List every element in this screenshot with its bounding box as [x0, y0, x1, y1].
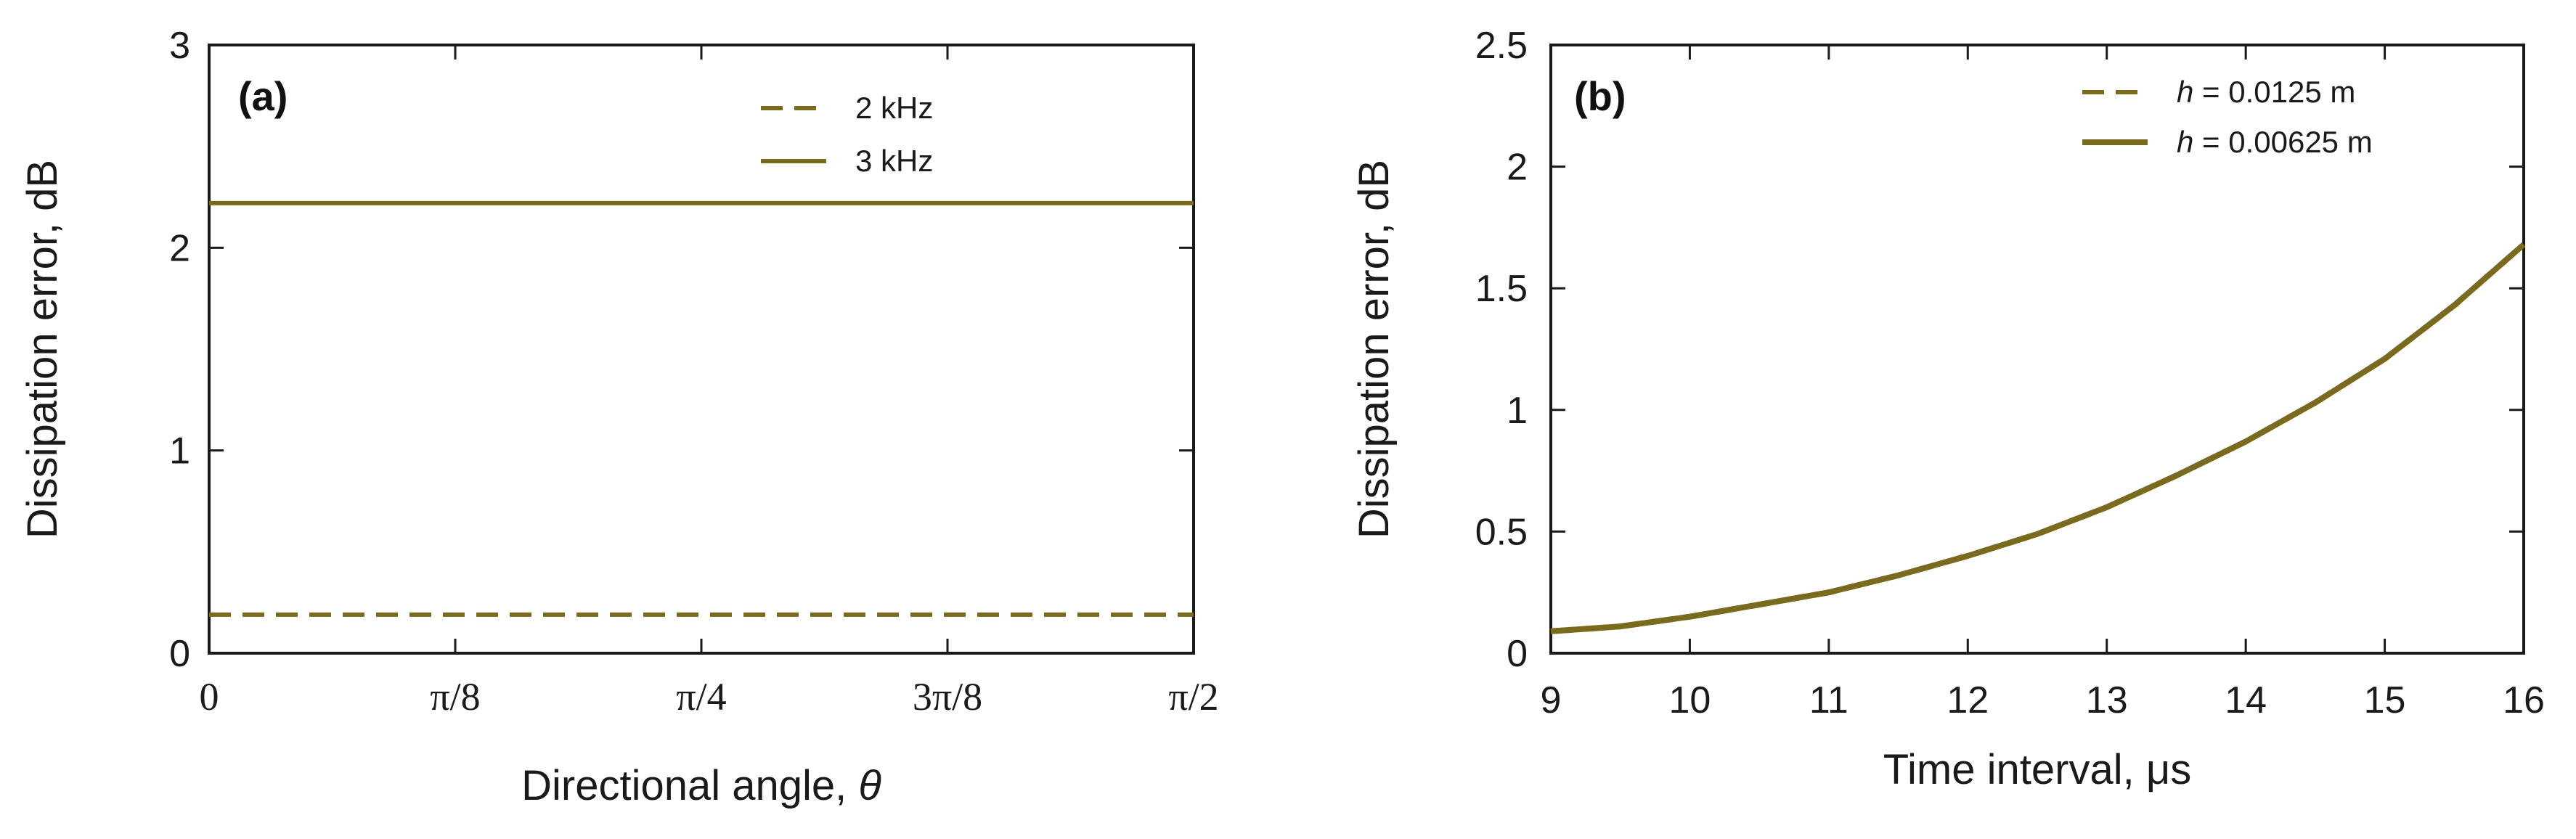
chart-a-panel-label: (a): [238, 73, 288, 119]
chart-b-x-axis-label: Time interval, μs: [1883, 746, 2191, 793]
chart-b-x-ticks: 9 10 11 12 13 14 15 16: [1541, 45, 2545, 721]
chart-b-panel-label: (b): [1574, 73, 1626, 119]
chart-b-y-tick-label: 1.5: [1475, 268, 1528, 310]
chart-a-x-tick-label: π/8: [430, 675, 480, 719]
chart-a-x-tick-label: 3π/8: [913, 675, 982, 719]
chart-a-y-tick-label: 3: [169, 25, 190, 67]
chart-a-y-tick-label: 0: [169, 633, 190, 675]
chart-b-x-tick-label: 11: [1809, 679, 1849, 721]
chart-a-y-tick-label: 1: [169, 430, 190, 472]
chart-a-frame: [208, 44, 1195, 655]
chart-b-x-tick-label: 13: [2086, 679, 2128, 721]
chart-a-y-axis-label: Dissipation error, dB: [19, 160, 66, 539]
chart-b-y-tick-label: 2.5: [1475, 25, 1528, 67]
chart-b-y-axis-label: Dissipation error, dB: [1350, 160, 1398, 539]
chart-b-series-line-1: [1550, 242, 2526, 634]
chart-a-legend: 2 kHz 3 kHz: [761, 91, 933, 178]
chart-a-x-tick-label: π/2: [1168, 675, 1218, 719]
chart-b-y-tick-label: 2: [1507, 147, 1528, 189]
chart-b-legend-label-h-0.0125: h = 0.0125 m: [2177, 75, 2355, 109]
chart-b-series: [1550, 242, 2526, 634]
chart-a: 0 1 2 3 0 π/8 π/4 3π/8 π/2 (a) 2 kHz 3 kHz Diss…: [19, 25, 1219, 809]
chart-b-x-tick-label: 15: [2364, 679, 2406, 721]
chart-b-y-tick-label: 0.5: [1475, 511, 1528, 553]
chart-b-frame: [1549, 44, 2525, 655]
chart-a-legend-label-2khz: 2 kHz: [855, 91, 933, 125]
chart-b-x-tick-label: 14: [2225, 679, 2267, 721]
chart-a-x-ticks: 0 π/8 π/4 3π/8 π/2: [200, 45, 1219, 719]
chart-b-series-line-0: [1550, 242, 2526, 634]
chart-a-x-axis-label: Directional angle, θ: [521, 762, 881, 809]
chart-b: 0 0.5 1 1.5 2 2.5 9 10 11 12 13 14 15 16 (b) h = 0.0…: [1350, 25, 2545, 793]
chart-b-legend: h = 0.0125 m h = 0.00625 m: [2082, 75, 2373, 159]
chart-a-series: [209, 200, 1194, 617]
chart-b-x-tick-label: 12: [1947, 679, 1989, 721]
chart-a-y-tick-label: 2: [169, 227, 190, 269]
chart-b-x-tick-label: 9: [1541, 679, 1562, 721]
chart-a-x-tick-label: 0: [200, 675, 219, 719]
chart-b-y-tick-label: 1: [1507, 390, 1528, 432]
chart-b-x-tick-label: 10: [1669, 679, 1711, 721]
chart-a-x-tick-label: π/4: [676, 675, 726, 719]
chart-a-y-ticks: 0 1 2 3: [169, 25, 1194, 675]
chart-b-x-tick-label: 16: [2503, 679, 2545, 721]
chart-b-y-tick-label: 0: [1507, 633, 1528, 675]
chart-b-y-ticks: 0 0.5 1 1.5 2 2.5: [1475, 25, 2524, 675]
chart-a-legend-label-3khz: 3 kHz: [855, 144, 933, 178]
chart-b-legend-label-h-0.00625: h = 0.00625 m: [2177, 125, 2373, 159]
